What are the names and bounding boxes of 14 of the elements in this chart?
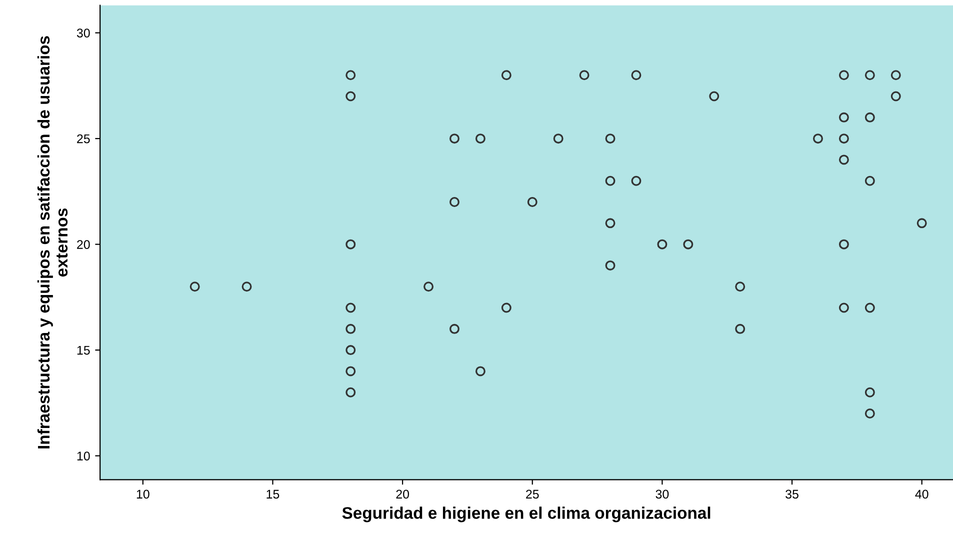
y-axis-title: Infraestructura y equipos en satifaccion de usuarios externos bbox=[37, 36, 68, 448]
x-axis-title: Seguridad e higiene en el clima organizacional bbox=[342, 506, 710, 522]
y-tick-label: 30 bbox=[76, 28, 90, 38]
x-tick-label: 30 bbox=[656, 490, 669, 499]
y-tick-label: 20 bbox=[77, 240, 90, 249]
x-tick-label: 15 bbox=[266, 490, 280, 499]
x-tick-label: 25 bbox=[526, 490, 539, 499]
x-tick-label: 35 bbox=[786, 490, 798, 499]
y-tick-label: 25 bbox=[77, 134, 90, 144]
x-tick-label: 10 bbox=[136, 490, 150, 499]
x-tick-label: 20 bbox=[396, 490, 410, 499]
x-tick-label: 40 bbox=[915, 490, 928, 499]
y-tick-label: 15 bbox=[77, 346, 90, 355]
y-tick-label: 10 bbox=[77, 452, 90, 460]
